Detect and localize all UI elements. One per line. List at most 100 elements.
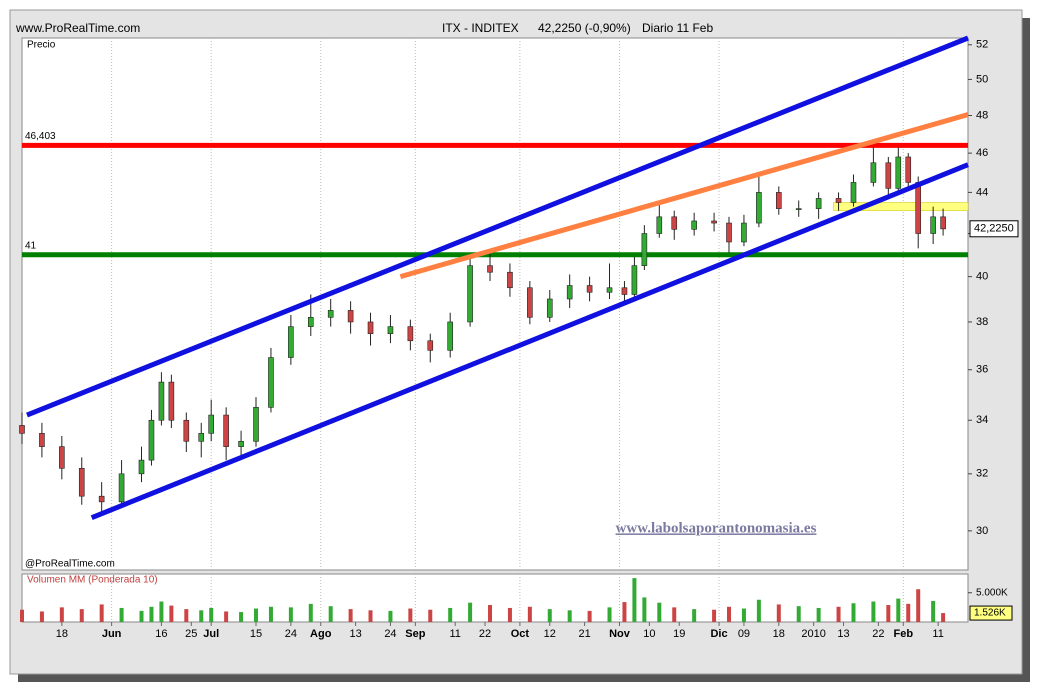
volume-tick-label: 5.000K [976, 587, 1008, 598]
volume-bar [672, 607, 677, 622]
x-tick-label: 21 [578, 628, 590, 640]
volume-bar [587, 610, 592, 622]
y-tick-label: 48 [976, 109, 988, 121]
volume-bar [159, 601, 164, 622]
candle-body [641, 233, 648, 266]
volume-bar [99, 604, 104, 622]
candle-body [78, 468, 85, 497]
candle-body [183, 419, 190, 442]
y-tick-label: 36 [976, 364, 988, 376]
candle-body [546, 298, 553, 318]
volume-bar [727, 606, 732, 622]
volume-bar [448, 607, 453, 622]
volume-last-label: 1.526K [974, 608, 1006, 619]
x-tick-label: Nov [609, 628, 631, 640]
candle-body [726, 222, 732, 243]
candle-body [253, 407, 259, 442]
candle-body [59, 446, 65, 469]
volume-bar [567, 610, 572, 622]
candle-body [691, 220, 697, 230]
y-tick-label: 40 [976, 271, 988, 283]
volume-bar [657, 602, 662, 622]
trend-line [399, 112, 969, 280]
volume-bar [527, 606, 532, 622]
volume-bar [119, 607, 124, 622]
candle-body [815, 198, 822, 209]
volume-bar [916, 589, 921, 622]
candle-body [148, 419, 155, 461]
y-tick-label: 52 [976, 39, 988, 51]
x-tick-label: 13 [837, 628, 849, 640]
volume-bar [468, 602, 473, 622]
volume-bar [224, 611, 229, 622]
y-tick-label: 44 [976, 186, 988, 198]
x-tick-label: 13 [349, 628, 361, 640]
candle-body [507, 271, 513, 289]
y-tick-label: 50 [976, 73, 988, 85]
volume-bar [20, 609, 24, 622]
candle-body [895, 156, 902, 189]
candle-body [407, 326, 414, 342]
y-axis-label: Precio [27, 40, 56, 51]
candle-body [795, 208, 802, 210]
x-tick-label: 15 [250, 628, 262, 640]
candle-body [427, 340, 434, 351]
volume-bar [268, 606, 273, 622]
volume-bar [254, 608, 259, 622]
volume-bar [328, 606, 333, 622]
volume-bar [139, 610, 144, 622]
x-tick-label: Jul [203, 628, 219, 640]
candle-body [387, 326, 394, 334]
x-tick-label: Jun [102, 628, 122, 640]
candle-body [527, 287, 533, 318]
volume-bar [836, 606, 841, 622]
candle-body [447, 321, 453, 351]
candle-body [711, 220, 717, 224]
volume-bar [906, 603, 911, 622]
y-tick-label: 30 [976, 525, 988, 537]
copyright: @ProRealTime.com [25, 559, 115, 570]
x-tick-label: Feb [893, 628, 913, 640]
candle-body [631, 265, 638, 295]
candle-body [138, 459, 145, 475]
candle-body [586, 285, 593, 293]
x-tick-label: 18 [56, 628, 68, 640]
y-tick-label: 32 [976, 468, 988, 480]
candle-body [168, 381, 175, 421]
candle-body [915, 182, 922, 234]
volume-bar [931, 600, 936, 622]
volume-bar [871, 601, 876, 622]
candle-body [39, 433, 45, 447]
candle-body [885, 162, 892, 189]
volume-bar [632, 578, 637, 622]
candle-body [238, 440, 244, 447]
volume-bar [776, 604, 781, 622]
candle-body [367, 321, 374, 334]
volume-bar [169, 605, 174, 622]
x-tick-label: Ago [310, 628, 332, 640]
volume-bar [642, 597, 647, 622]
candle-body [487, 265, 493, 273]
candle-body [223, 414, 229, 447]
volume-bar [796, 606, 801, 622]
level-label: 46,403 [25, 131, 56, 142]
volume-bar [348, 609, 353, 622]
volume-bar [149, 606, 154, 622]
x-tick-label: 09 [738, 628, 750, 640]
candle-body [327, 310, 334, 318]
volume-bar [39, 611, 44, 622]
x-tick-label: 22 [872, 628, 884, 640]
candle-body [268, 357, 274, 408]
period: Diario 11 Feb [642, 21, 713, 35]
y-tick-label: 38 [976, 316, 988, 328]
candle-body [606, 287, 613, 293]
volume-bar [896, 598, 901, 622]
x-tick-label: 19 [673, 628, 685, 640]
volume-bar [851, 603, 856, 622]
candle-body [19, 425, 25, 434]
candle-body [288, 326, 294, 358]
candle-body [118, 473, 125, 503]
volume-bar [239, 612, 244, 622]
band [833, 202, 969, 211]
